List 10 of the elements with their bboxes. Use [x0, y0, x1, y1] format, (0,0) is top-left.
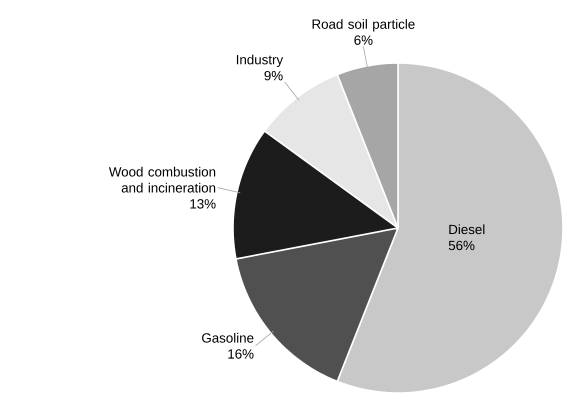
slice-label: Gasoline: [202, 332, 254, 343]
data-label: 16%: [228, 349, 254, 359]
slice-label: Wood combustion and incineration: [108, 166, 216, 193]
data-label: 6%: [354, 35, 373, 45]
slice-label: Industry: [236, 54, 284, 68]
data-label: 56%: [448, 240, 474, 250]
slice-label: Diesel: [449, 224, 484, 234]
slice-label: Road soil particle: [312, 19, 415, 32]
data-label: 9%: [264, 70, 283, 80]
data-label: 13%: [190, 199, 216, 209]
